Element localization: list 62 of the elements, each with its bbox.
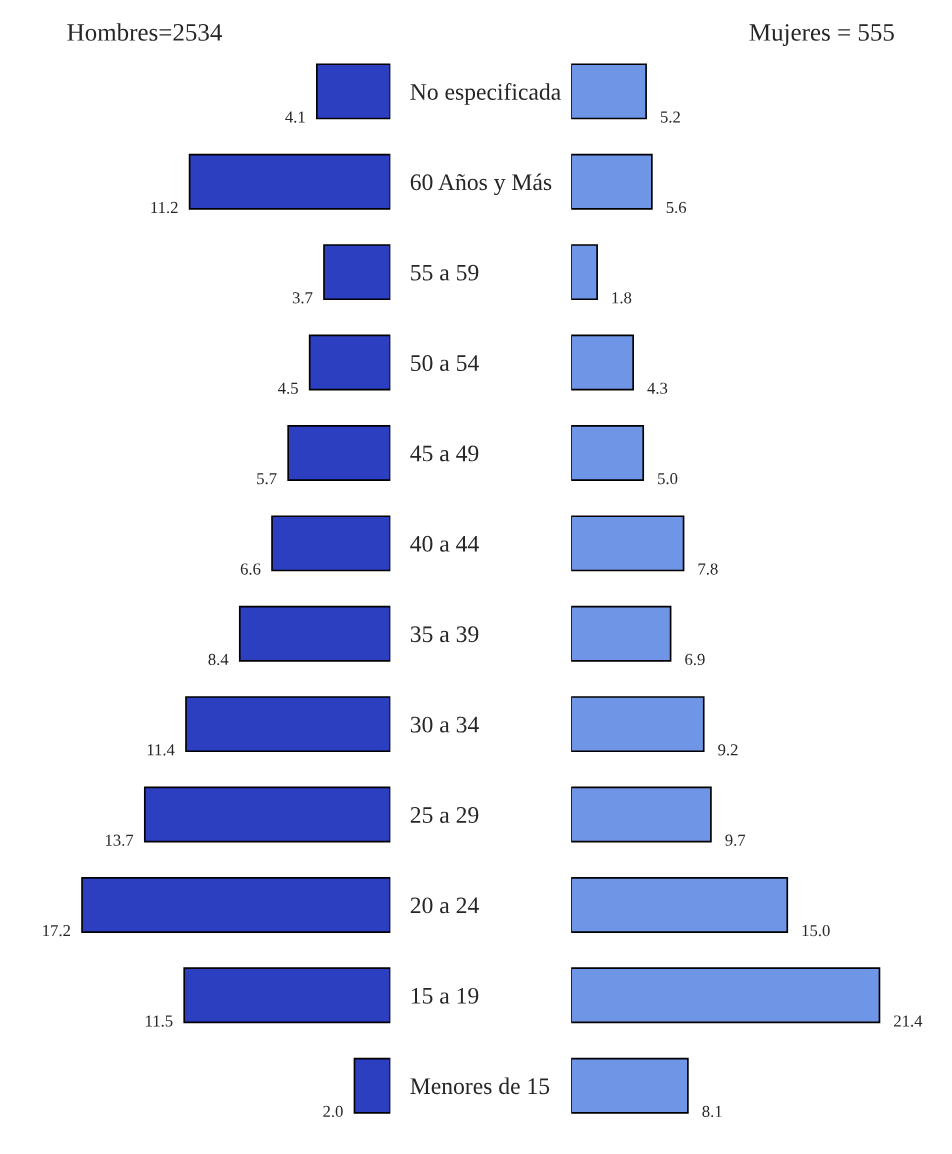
bar: [571, 1057, 689, 1114]
data-label: 2.0: [323, 1105, 343, 1118]
y-tick-label: 30 a 34: [410, 716, 479, 733]
data-label: 6.9: [685, 653, 705, 666]
y-tick-label: 55 a 59: [411, 264, 479, 281]
data-label: 15.0: [802, 924, 830, 937]
data-label: 9.2: [718, 744, 738, 756]
data-label: 11.5: [146, 1015, 173, 1027]
data-label: 4.3: [647, 382, 668, 394]
bar: [238, 605, 391, 662]
bar: [183, 967, 391, 1024]
data-label: 9.7: [725, 834, 746, 846]
data-label: 8.4: [208, 653, 229, 666]
chart-title: Hombres=2534: [67, 23, 222, 41]
bar: [185, 696, 391, 753]
data-label: 5.0: [658, 472, 678, 485]
bar: [571, 63, 647, 120]
data-label: 7.8: [698, 563, 718, 575]
y-tick-label: 35 a 39: [410, 626, 479, 643]
bar: [571, 153, 653, 210]
data-label: 4.5: [278, 382, 298, 394]
bar: [571, 967, 881, 1024]
data-label: 5.6: [666, 201, 687, 214]
bar: [571, 696, 705, 753]
bar: [571, 876, 789, 933]
data-label: 17.2: [43, 925, 71, 937]
y-tick-label: 40 a 44: [410, 535, 479, 552]
bar: [571, 334, 634, 391]
data-label: 3.7: [292, 292, 313, 304]
bar: [571, 515, 685, 572]
y-tick-label: 50 a 54: [411, 355, 479, 371]
bar: [287, 424, 391, 481]
data-label: 1.8: [612, 292, 632, 304]
bar: [143, 786, 391, 843]
bar: [308, 334, 391, 391]
bar: [571, 244, 598, 301]
data-label: 11.2: [151, 201, 178, 214]
data-label: 5.7: [257, 473, 277, 485]
bar: [353, 1057, 391, 1114]
bar: [81, 876, 391, 933]
bar: [571, 424, 645, 481]
data-label: 4.1: [285, 111, 305, 123]
y-tick-label: 60 Años y Más: [410, 173, 552, 196]
data-label: 13.7: [105, 834, 134, 846]
y-tick-label: No especificada: [410, 83, 561, 105]
y-tick-label: 25 a 29: [410, 807, 479, 823]
bar: [316, 63, 391, 120]
y-tick-label: 45 a 49: [410, 445, 479, 462]
y-tick-label: 20 a 24: [410, 897, 479, 914]
data-label: 21.4: [894, 1015, 923, 1027]
data-label: 8.1: [702, 1105, 722, 1118]
data-label: 5.2: [660, 111, 680, 123]
y-tick-label: 15 a 19: [411, 987, 479, 1004]
bar: [188, 153, 391, 210]
data-label: 6.6: [240, 563, 261, 575]
chart-title: Mujeres = 555: [749, 24, 894, 46]
bar: [323, 244, 391, 301]
data-label: 11.4: [147, 744, 175, 756]
bar: [271, 515, 391, 572]
y-tick-label: Menores de 15: [410, 1077, 550, 1095]
bar: [571, 605, 672, 662]
bar: [571, 786, 712, 843]
